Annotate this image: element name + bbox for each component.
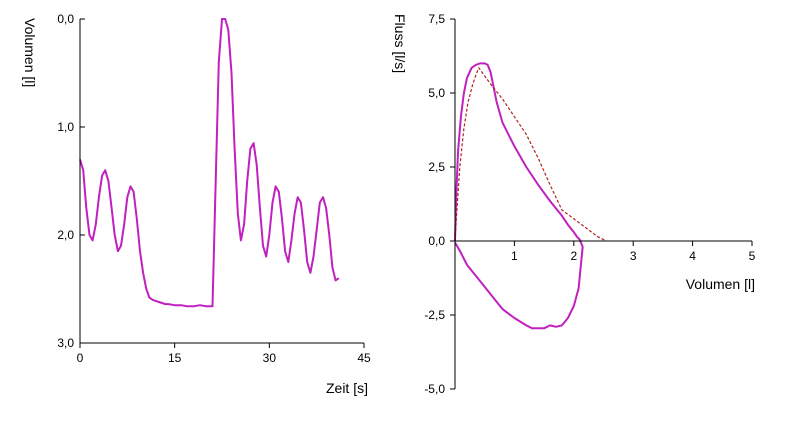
left-y-axis-title: Volumen [l] xyxy=(22,18,38,87)
right-x-tick-label: 5 xyxy=(749,249,756,263)
right-y-tick-label: -2,5 xyxy=(424,308,445,322)
left-y-tick-label: 3,0 xyxy=(57,336,74,350)
flow-volume-axes: 7,5 5,0 2,5 0,0 -2,5 -5,0 1 2 3 4 5 xyxy=(424,12,755,396)
right-y-axis-title: Fluss [l/s] xyxy=(392,14,408,73)
left-x-tick-label: 15 xyxy=(168,351,182,365)
left-x-tick-label: 0 xyxy=(77,351,84,365)
flow-loop-series-line xyxy=(454,62,584,330)
flow-volume-chart: 7,5 5,0 2,5 0,0 -2,5 -5,0 1 2 3 4 5 Volumen [l] Fl… xyxy=(392,12,756,396)
right-x-axis-title: Volumen [l] xyxy=(686,276,755,292)
left-x-axis-title: Zeit [s] xyxy=(326,380,368,396)
right-x-tick-label: 3 xyxy=(630,249,637,263)
left-x-tick-label: 30 xyxy=(263,351,277,365)
right-y-tick-label: 0,0 xyxy=(428,234,445,248)
left-y-tick-label: 2,0 xyxy=(57,228,74,242)
right-x-tick-label: 4 xyxy=(689,249,696,263)
flow-reference-series-line xyxy=(454,67,607,242)
volume-time-chart: 0,0 1,0 2,0 3,00 15 30 45 Zeit [s] Volumen [l] xyxy=(22,12,371,396)
flow-series-group xyxy=(454,62,607,330)
right-y-tick-label: 2,5 xyxy=(428,160,445,174)
right-y-tick-label: 7,5 xyxy=(428,12,445,26)
volume-series-line xyxy=(79,18,340,308)
left-y-tick-label: 1,0 xyxy=(57,120,74,134)
right-x-tick-label: 1 xyxy=(511,249,518,263)
volume-time-axes: 0,0 1,0 2,0 3,00 15 30 45 xyxy=(57,12,371,365)
left-y-tick-label: 0,0 xyxy=(57,12,74,26)
volume-series-group xyxy=(79,18,340,308)
right-y-tick-label: 5,0 xyxy=(428,86,445,100)
left-x-tick-label: 45 xyxy=(357,351,371,365)
right-x-tick-label: 2 xyxy=(570,249,577,263)
right-y-tick-label: -5,0 xyxy=(424,382,445,396)
